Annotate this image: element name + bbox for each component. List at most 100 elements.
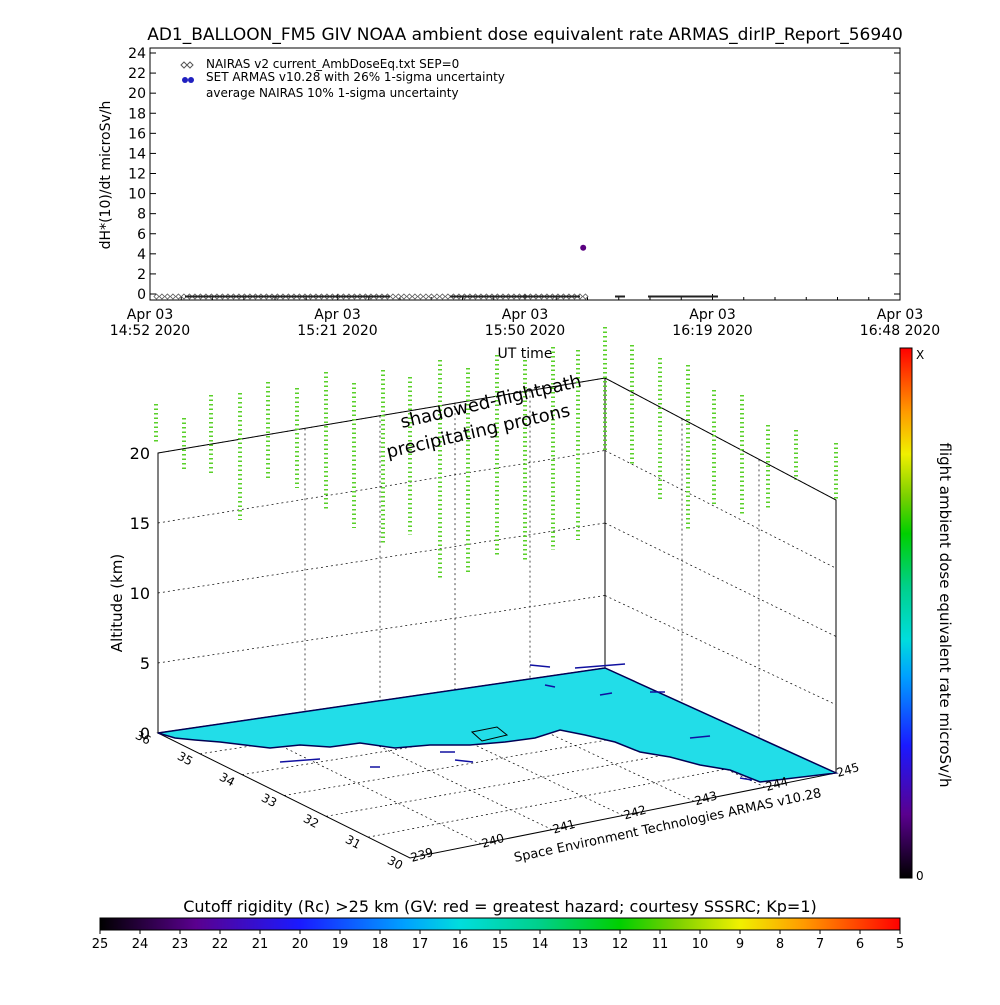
x-tick-time: 16:48 2020 bbox=[860, 323, 940, 339]
cutoff-tick-label: 6 bbox=[856, 937, 864, 952]
cutoff-tick-label: 10 bbox=[692, 937, 709, 952]
cutoff-tick-label: 8 bbox=[776, 937, 784, 952]
y-tick-label: 8 bbox=[137, 207, 146, 223]
legend-symbol-nairas bbox=[180, 61, 194, 69]
lat-tick-label: 30 bbox=[385, 853, 405, 873]
x-tick-date: Apr 03 bbox=[502, 307, 548, 323]
wall-grid-line bbox=[604, 450, 837, 569]
flight-area-marker bbox=[470, 726, 509, 742]
y-tick-label: 12 bbox=[128, 167, 146, 183]
nairas-point bbox=[444, 293, 452, 300]
cutoff-tick-label: 12 bbox=[612, 937, 629, 952]
land-surface bbox=[157, 667, 839, 783]
nairas-point bbox=[175, 293, 182, 300]
nairas-point bbox=[406, 293, 413, 300]
lon-tick-label: 243 bbox=[693, 788, 719, 808]
cutoff-tick-label: 22 bbox=[212, 937, 229, 952]
x-tick-time: 15:50 2020 bbox=[485, 323, 565, 339]
z-tick-label: 15 bbox=[130, 514, 150, 533]
nairas-point bbox=[395, 293, 402, 300]
colorbar-bottom-label: 0 bbox=[916, 869, 924, 883]
lat-tick-label: 32 bbox=[301, 811, 321, 831]
chart-title: AD1_BALLOON_FM5 GIV NOAA ambient dose eq… bbox=[147, 25, 903, 45]
y-tick-label: 0 bbox=[137, 287, 146, 303]
y-tick-label: 6 bbox=[137, 227, 146, 243]
nairas-point bbox=[158, 293, 166, 300]
lat-tick-label: 36 bbox=[133, 728, 153, 748]
z-tick-label: 5 bbox=[140, 654, 150, 673]
cutoff-tick-label: 17 bbox=[412, 937, 429, 952]
floor-grid-line bbox=[455, 689, 695, 802]
cutoff-colorbar bbox=[99, 917, 901, 931]
nairas-point bbox=[439, 293, 446, 300]
nairas-point bbox=[428, 293, 435, 300]
cutoff-tick-label: 23 bbox=[172, 937, 189, 952]
lon-tick-label: 241 bbox=[551, 817, 577, 837]
cutoff-tick-label: 15 bbox=[492, 937, 509, 952]
y-tick-label: 16 bbox=[128, 126, 146, 142]
y-axis-label: dH*(10)/dt microSv/h bbox=[98, 101, 114, 250]
colorbar-label: flight ambient dose equivalent rate micr… bbox=[936, 443, 954, 788]
x-tick-time: 14:52 2020 bbox=[110, 323, 190, 339]
y-tick-label: 4 bbox=[137, 247, 146, 263]
latitude-axis: 36 35 34 33 32 31 30 bbox=[133, 728, 405, 873]
cutoff-tick-label: 25 bbox=[92, 937, 109, 952]
lon-tick-label: 244 bbox=[764, 774, 790, 794]
y-tick-label: 2 bbox=[137, 267, 146, 283]
z-tick-label: 10 bbox=[130, 584, 150, 603]
cutoff-colorbar-label: Cutoff rigidity (Rc) >25 km (GV: red = g… bbox=[183, 897, 817, 916]
x-tick-date: Apr 03 bbox=[689, 307, 735, 323]
cutoff-tick-label: 14 bbox=[532, 937, 549, 952]
x-tick-time: 15:21 2020 bbox=[297, 323, 377, 339]
nairas-point bbox=[582, 293, 589, 300]
z-tick-label: 0 bbox=[140, 724, 150, 743]
cutoff-tick-label: 7 bbox=[816, 937, 824, 952]
cutoff-tick-label: 21 bbox=[252, 937, 269, 952]
longitude-axis: 239 240 241 242 243 244 245 bbox=[409, 760, 861, 865]
cutoff-tick-label: 16 bbox=[452, 937, 469, 952]
cutoff-tick-label: 24 bbox=[132, 937, 149, 952]
nairas-point bbox=[389, 293, 397, 300]
wall-grid-line bbox=[604, 377, 837, 501]
lon-tick-label: 245 bbox=[835, 760, 861, 780]
cutoff-tick-label: 11 bbox=[652, 937, 669, 952]
nairas-point bbox=[153, 293, 160, 300]
lat-tick-label: 35 bbox=[175, 749, 195, 769]
cutoff-tick-label: 18 bbox=[372, 937, 389, 952]
cutoff-colorbar-ticks: 25 24 23 22 21 20 19 18 17 16 15 14 13 12 11 10 9 8 7 6 5 bbox=[92, 930, 904, 952]
legend-label-average: average NAIRAS 10% 1-sigma uncertainty bbox=[206, 86, 459, 100]
dose-colorbar bbox=[899, 347, 913, 879]
flight-columns bbox=[154, 327, 838, 578]
nairas-point bbox=[411, 293, 419, 300]
floor-grid-line bbox=[283, 720, 721, 796]
legend-label-armas: SET ARMAS v10.28 with 26% 1-sigma uncert… bbox=[206, 70, 505, 84]
cutoff-tick-label: 5 bbox=[896, 937, 904, 952]
y-tick-label: 18 bbox=[128, 106, 146, 122]
cutoff-tick-label: 13 bbox=[572, 937, 589, 952]
wall-grid-line bbox=[157, 450, 606, 524]
wall-grid-line bbox=[604, 522, 837, 637]
x-tick-time: 16:19 2020 bbox=[672, 323, 752, 339]
z-axis-label: Altitude (km) bbox=[108, 554, 126, 652]
x-axis-label: UT time bbox=[498, 346, 553, 362]
nairas-point bbox=[417, 293, 424, 300]
legend-label-nairas: NAIRAS v2 current_AmbDoseEq.txt SEP=0 bbox=[206, 57, 459, 71]
nairas-point bbox=[400, 293, 408, 300]
x-tick-date: Apr 03 bbox=[314, 307, 360, 323]
colorbar-top-label: X bbox=[916, 348, 924, 362]
wall-grid-line bbox=[157, 522, 606, 594]
x-tick-date: Apr 03 bbox=[877, 307, 923, 323]
plot-series bbox=[153, 244, 718, 300]
y-tick-label: 24 bbox=[128, 46, 146, 62]
cutoff-tick-label: 19 bbox=[332, 937, 349, 952]
nairas-point bbox=[422, 293, 430, 300]
wall-grid-line bbox=[157, 595, 606, 664]
lat-tick-label: 33 bbox=[259, 791, 279, 811]
legend: NAIRAS v2 current_AmbDoseEq.txt SEP=0 SE… bbox=[180, 57, 505, 100]
y-tick-label: 22 bbox=[128, 66, 146, 82]
armas-point bbox=[580, 244, 587, 251]
x-tick-date: Apr 03 bbox=[127, 307, 173, 323]
